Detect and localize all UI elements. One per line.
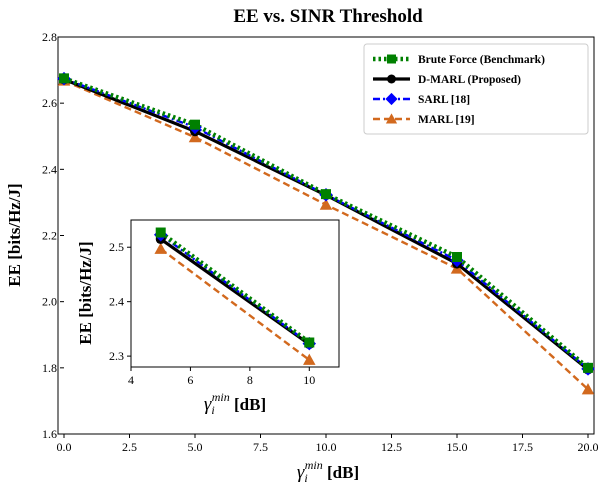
main-x-tick-label: 5.0: [188, 440, 203, 454]
legend-label-3: MARL [19]: [418, 114, 475, 126]
legend-marker-0: [387, 54, 396, 64]
main-series-0-point: [321, 189, 331, 200]
main-plot: 0.0 2.5 5.0 7.5 10.0 12.5 15.0 17.5 20.0 1.6 1.8 2.…: [5, 30, 599, 485]
inset-series-3-point: [154, 242, 167, 254]
main-x-tick-label: 12.5: [381, 440, 402, 454]
main-series: [57, 71, 595, 395]
inset-series: [153, 227, 317, 365]
chart-title: EE vs. SINR Threshold: [233, 6, 423, 27]
legend: Brute Force (Benchmark) D-MARL (Proposed)…: [363, 43, 589, 135]
main-series-0-point: [452, 252, 462, 263]
inset-x-tick-label: 6: [187, 373, 193, 387]
main-x-axis-label-sup: min: [305, 458, 323, 472]
inset-series-0-point: [304, 337, 315, 348]
main-y-axis-label: EE [bits/Hz/J]: [5, 183, 24, 286]
main-x-axis-label-unit: [dB]: [327, 463, 359, 482]
inset-ticks: 4 6 8 10 2.3 2.4 2.5: [109, 240, 315, 387]
inset-y-tick-label: 2.4: [109, 295, 124, 309]
main-series-0-point: [190, 119, 200, 130]
legend-marker-3: [385, 113, 398, 124]
main-x-tick-label: 20.0: [578, 440, 599, 454]
inset-x-axis-label-symbol: γ: [204, 394, 212, 415]
inset-x-axis-label: γimin [dB]: [204, 390, 266, 417]
inset-x-axis-label-sup: min: [212, 390, 230, 404]
legend-marker-2: [385, 92, 398, 106]
main-y-tick-label: 2.6: [42, 96, 57, 110]
main-x-axis-label-sub: i: [304, 471, 307, 485]
legend-marker-1: [387, 74, 396, 84]
inset-x-tick-label: 4: [128, 373, 134, 387]
main-y-tick-label: 2.8: [42, 30, 57, 44]
legend-box: [363, 43, 589, 135]
inset-x-tick-label: 10: [303, 373, 315, 387]
inset-plot-frame: [130, 219, 340, 368]
main-series-3-point: [188, 130, 202, 143]
main-x-tick-label: 0.0: [57, 440, 72, 454]
legend-items: Brute Force (Benchmark) D-MARL (Proposed)…: [373, 54, 545, 126]
inset-y-tick-label: 2.3: [109, 349, 124, 363]
main-y-tick-label: 2.4: [42, 162, 57, 176]
main-series-3-point: [319, 198, 333, 210]
main-x-axis-label-symbol: γ: [297, 462, 305, 483]
main-y-tick-label: 2.0: [42, 295, 57, 309]
inset-x-axis-label-unit: [dB]: [234, 395, 266, 414]
inset-series-line-0: [159, 230, 311, 345]
inset-plot: 4 6 8 10 2.3 2.4 2.5 EE [bits/Hz/J] γimin [dB]: [76, 219, 340, 417]
main-y-tick-label: 2.2: [42, 229, 57, 243]
inset-x-tick-label: 8: [247, 373, 253, 387]
main-y-tick-label: 1.8: [42, 361, 57, 375]
main-x-axis-label: γimin [dB]: [297, 458, 359, 485]
inset-series-line-3: [159, 247, 311, 361]
inset-series-3-point: [303, 353, 316, 365]
main-x-tick-label: 15.0: [447, 440, 468, 454]
inset-y-axis-label: EE [bits/Hz/J]: [76, 241, 95, 344]
main-series-0-point: [59, 73, 69, 84]
main-x-tick-label: 17.5: [512, 440, 533, 454]
main-x-tick-label: 10.0: [316, 440, 337, 454]
legend-label-1: D-MARL (Proposed): [418, 74, 521, 86]
inset-y-tick-label: 2.5: [109, 240, 124, 254]
inset-x-axis-label-sub: i: [211, 403, 214, 417]
main-x-tick-label: 2.5: [122, 440, 137, 454]
legend-label-0: Brute Force (Benchmark): [418, 54, 545, 66]
inset-series-0-point: [155, 227, 166, 238]
main-series-3-point: [581, 383, 595, 395]
main-y-tick-label: 1.6: [42, 427, 57, 441]
main-series-0-point: [583, 362, 593, 373]
main-ticks: 0.0 2.5 5.0 7.5 10.0 12.5 15.0 17.5 20.0 1.6 1.8 2.…: [42, 30, 599, 454]
main-x-tick-label: 7.5: [253, 440, 268, 454]
legend-label-2: SARL [18]: [418, 94, 470, 106]
